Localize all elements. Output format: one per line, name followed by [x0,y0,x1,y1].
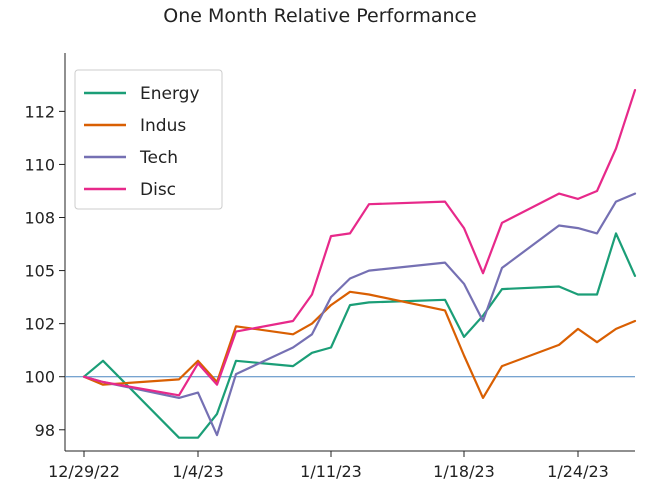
x-tick-label: 12/29/22 [48,462,120,481]
x-tick-label: 1/24/23 [547,462,609,481]
legend-label-tech: Tech [139,148,178,168]
y-tick-label: 110 [24,155,55,174]
y-tick-label: 112 [24,102,55,121]
series-line-disc [82,88,637,397]
legend-label-disc: Disc [140,180,176,200]
x-axis-ticks: 12/29/22 1/4/23 1/11/23 1/18/23 1/24/23 [48,451,609,481]
chart-title: One Month Relative Performance [163,5,476,27]
legend-items: Energy Indus Tech Disc [84,84,200,200]
series-line-indus [82,290,637,399]
series-line-tech [82,192,637,437]
legend: Energy Indus Tech Disc [74,69,223,210]
y-tick-label: 102 [24,315,55,334]
legend-label-energy: Energy [140,84,200,104]
x-tick-label: 1/18/23 [433,462,495,481]
x-tick-label: 1/4/23 [172,462,224,481]
legend-label-indus: Indus [140,116,186,136]
series-line-energy [82,232,637,439]
y-tick-label: 105 [24,262,55,281]
y-tick-label: 108 [24,209,55,228]
series-lines [82,88,637,439]
x-tick-label: 1/11/23 [300,462,362,481]
y-tick-label: 98 [35,421,55,440]
legend-frame [74,69,223,210]
y-axis-ticks: 98 100 102 105 108 110 112 [24,102,65,440]
y-tick-label: 100 [24,368,55,387]
